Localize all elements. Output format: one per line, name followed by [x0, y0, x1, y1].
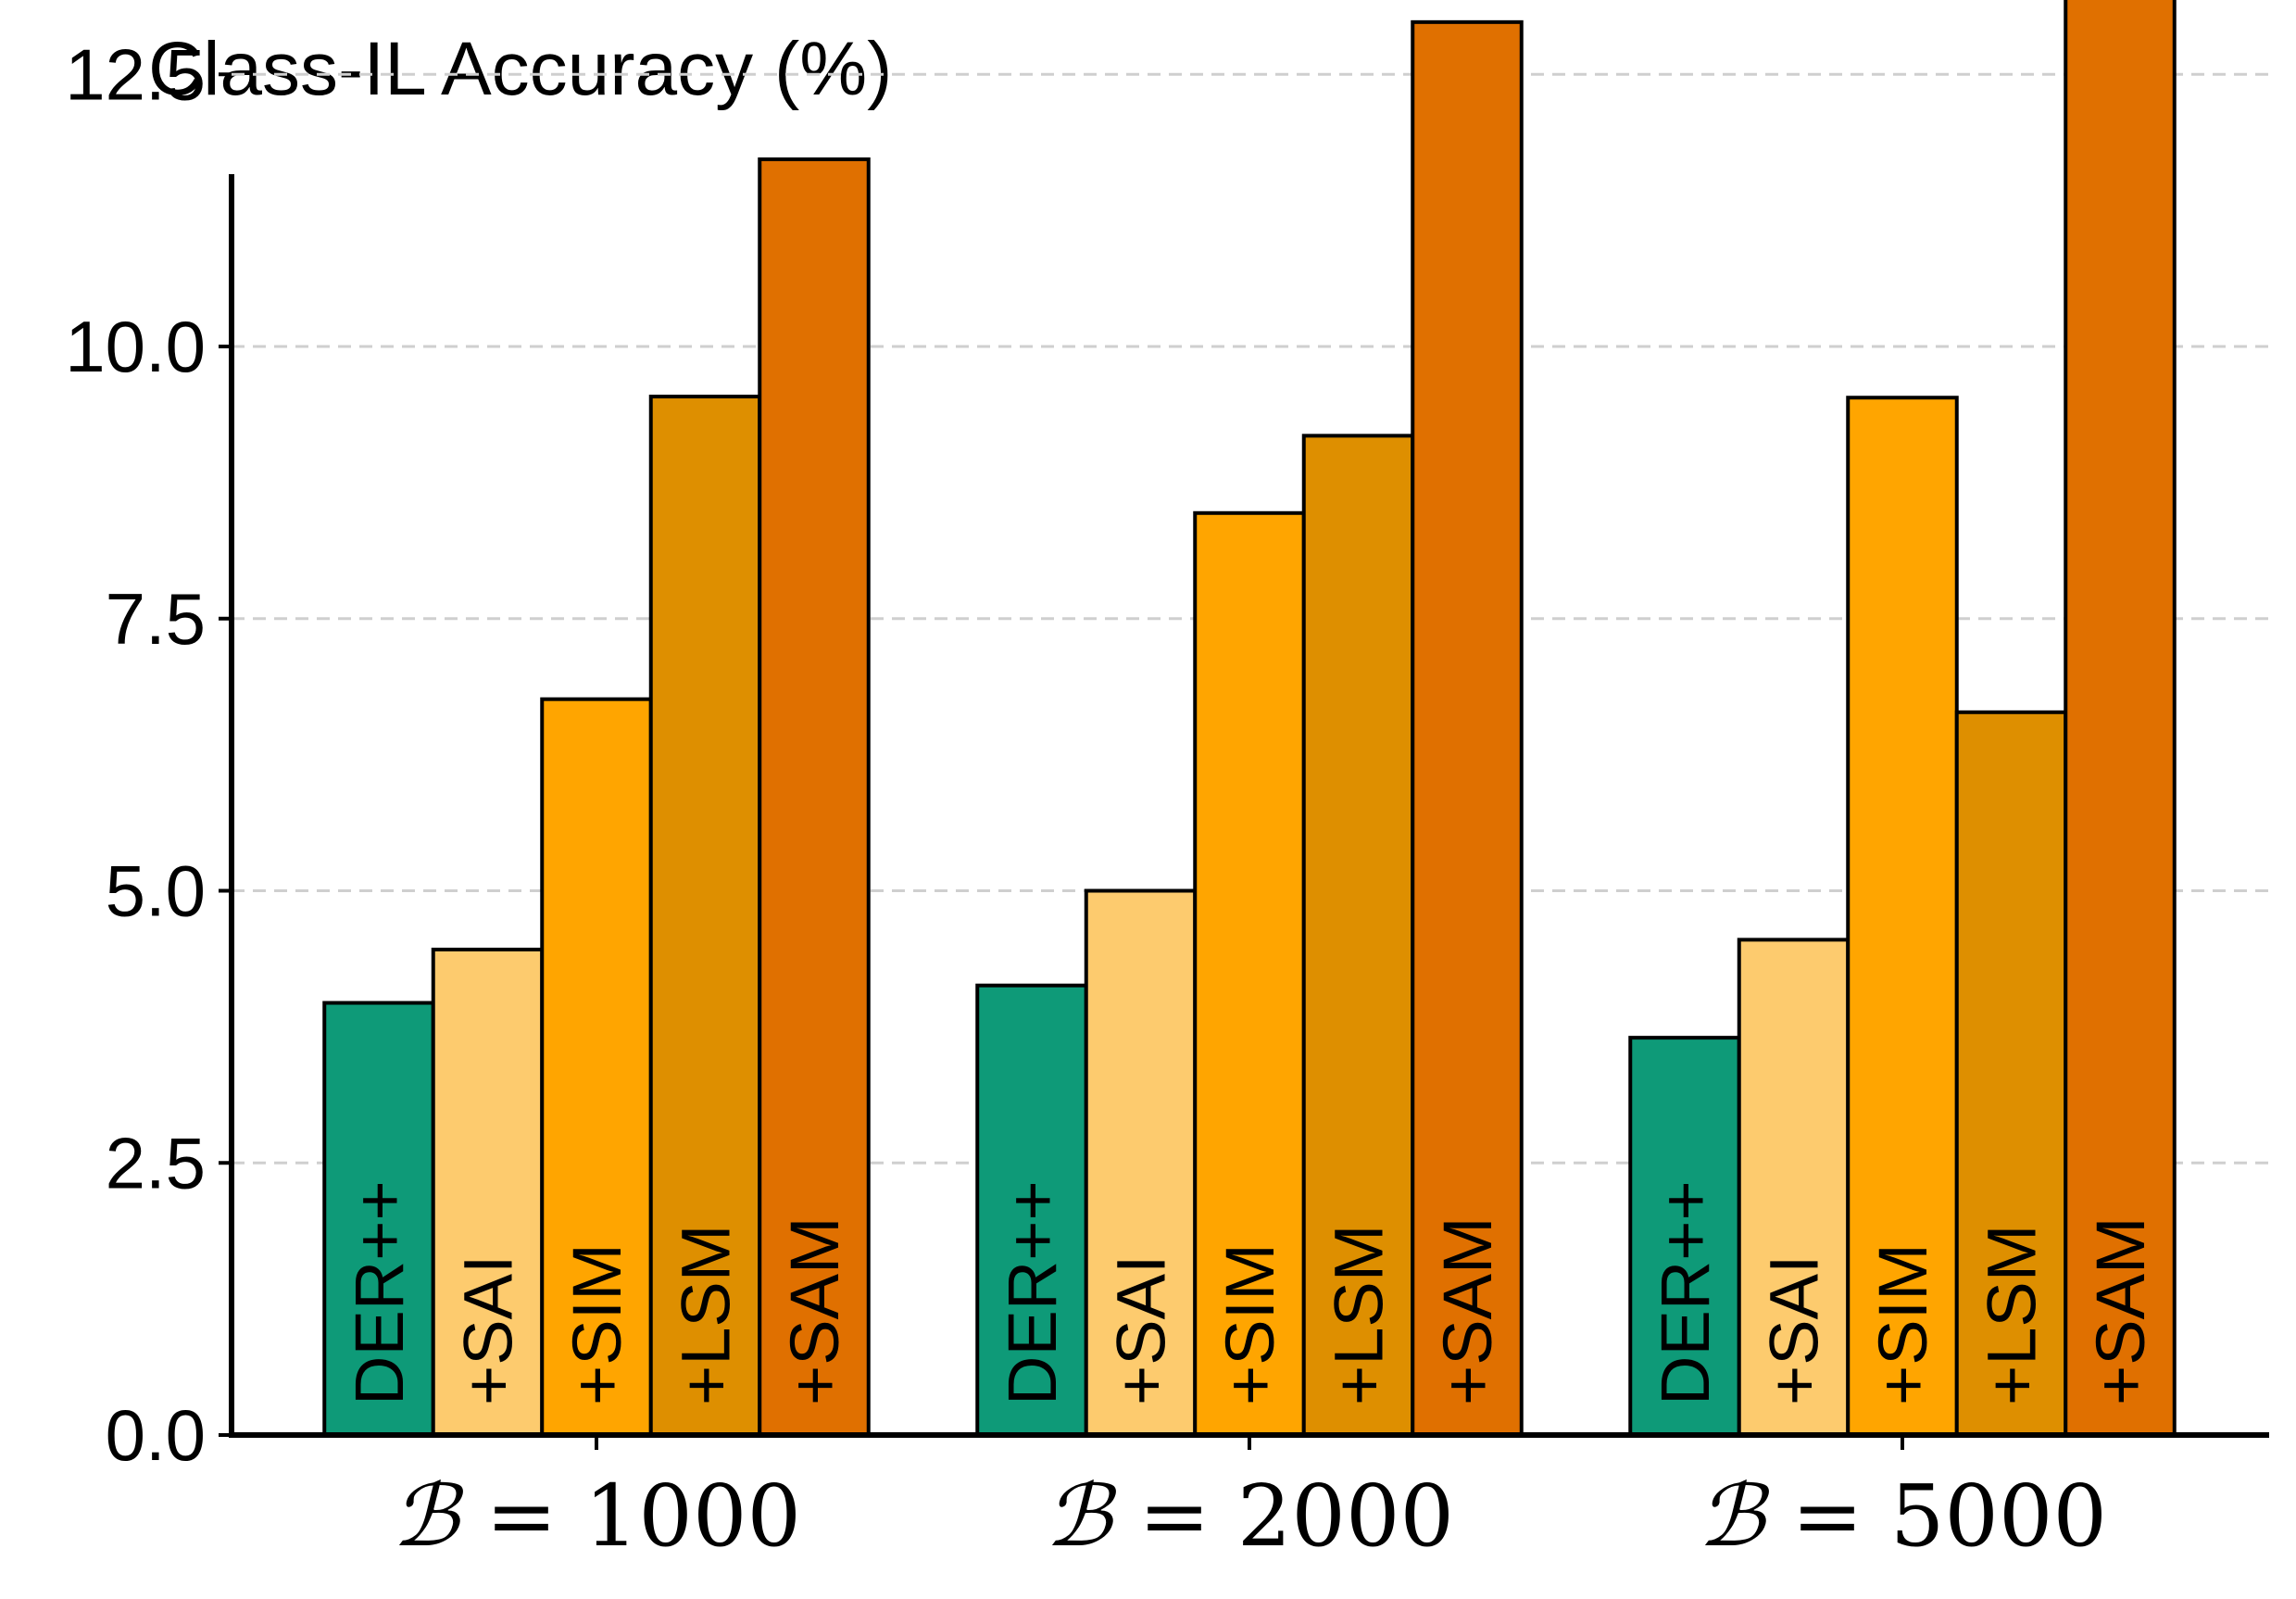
bar	[540, 697, 653, 1437]
bar	[2064, 0, 2177, 1438]
x-tick-label: ℬ = 5000	[1698, 1467, 2107, 1566]
bar-label: DER++	[341, 1180, 418, 1405]
bar-label: +SAI	[1103, 1255, 1180, 1406]
bar	[1193, 510, 1306, 1437]
bar	[322, 1001, 435, 1438]
bar-label: +SAM	[2082, 1216, 2159, 1405]
bar-labels: DER++ +SAI +SIM +LSM +SAM DER++ +SAI +SIM +LSM +S…	[341, 1180, 2159, 1405]
axes: 0.0 2.5 5.0 7.5 10.0 12.5 ℬ = 1000 ℬ = 2000 ℬ = …	[65, 33, 2269, 1566]
bar-label: +SAM	[1429, 1216, 1506, 1405]
bar-label: +SIM	[1864, 1243, 1941, 1405]
bar-label: +SAI	[1756, 1255, 1833, 1406]
bar-label: +LSM	[1321, 1225, 1398, 1405]
bar	[1737, 938, 1851, 1437]
bar	[1411, 19, 1524, 1438]
bar-label: +SAM	[776, 1216, 853, 1405]
y-axis-title: Class-IL Accuracy (%)	[148, 27, 892, 111]
bar-label: +LSM	[1974, 1225, 2051, 1405]
bar	[1954, 710, 2068, 1437]
bar	[431, 947, 545, 1437]
y-tick-label: 0.0	[106, 1394, 206, 1476]
x-tick-label: ℬ = 1000	[392, 1467, 801, 1566]
bar-label: +SIM	[558, 1243, 635, 1405]
bar	[975, 983, 1088, 1437]
bar-label: +SAI	[450, 1255, 527, 1406]
y-tick-label: 2.5	[106, 1122, 206, 1203]
y-tick-label: 10.0	[65, 306, 206, 387]
y-tick-label: 12.5	[65, 33, 206, 115]
bar-label: +LSM	[668, 1225, 745, 1405]
bar-label: DER++	[994, 1180, 1071, 1405]
y-tick-label: 5.0	[106, 850, 206, 932]
bar-label: DER++	[1647, 1180, 1724, 1405]
bar-label: +SIM	[1211, 1243, 1288, 1405]
x-tick-label: ℬ = 2000	[1045, 1467, 1454, 1566]
y-tick-label: 7.5	[106, 578, 206, 660]
bars	[322, 0, 2177, 1438]
